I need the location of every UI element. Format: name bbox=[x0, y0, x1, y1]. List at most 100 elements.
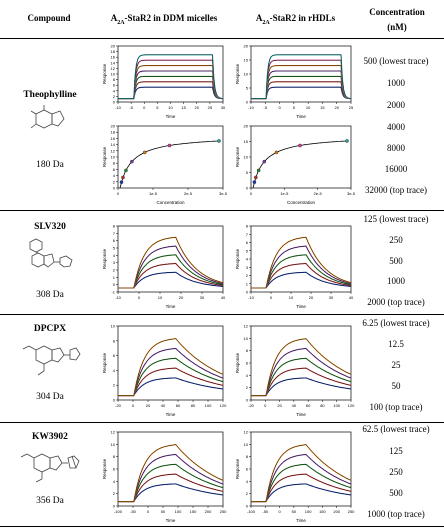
y-tick-label: 0 bbox=[246, 290, 249, 295]
fit-line bbox=[118, 272, 224, 289]
x-tick-label: 60 bbox=[306, 403, 311, 408]
x-axis-label: Concentration bbox=[287, 200, 316, 205]
x-tick-label: 1e-5 bbox=[149, 191, 158, 196]
x-tick-label: 0 bbox=[278, 105, 281, 110]
conc-dpcpx-1: 12.5 bbox=[388, 339, 404, 349]
y-tick-label: 0 bbox=[246, 504, 249, 509]
compound-mass-kw3902: 356 Da bbox=[36, 496, 64, 506]
fit-line bbox=[118, 348, 224, 396]
x-axis-label: Time bbox=[166, 412, 176, 417]
y-tick-label: 10 bbox=[111, 155, 116, 160]
plot-frame bbox=[250, 325, 352, 401]
fit-line bbox=[251, 54, 352, 99]
x-tick-label: 5 bbox=[293, 105, 296, 110]
x-tick-label: 100 bbox=[333, 403, 340, 408]
compound-name-slv320: SLV320 bbox=[34, 222, 66, 232]
y-tick-label: 1 bbox=[246, 281, 249, 286]
y-tick-label: 5 bbox=[246, 248, 249, 253]
data-point bbox=[217, 139, 221, 143]
y-tick-label: 4 bbox=[246, 373, 249, 378]
fit-line bbox=[251, 81, 351, 99]
conc-kw3902-3: 500 bbox=[389, 488, 403, 498]
y-axis-label: Response bbox=[102, 352, 107, 373]
x-tick-label: 60 bbox=[176, 403, 181, 408]
x-tick-label: 0 bbox=[278, 509, 281, 514]
x-tick-label: 100 bbox=[175, 509, 182, 514]
x-tick-label: 0 bbox=[264, 403, 267, 408]
fit-line bbox=[118, 454, 224, 502]
y-tick-label: 2 bbox=[113, 383, 116, 388]
header-ddm-prefix: A bbox=[110, 13, 118, 23]
fit-line bbox=[251, 237, 352, 289]
y-tick-label: 0 bbox=[246, 100, 249, 105]
y-axis-label: Response bbox=[102, 63, 107, 84]
x-tick-label: 0 bbox=[138, 295, 141, 300]
x-tick-label: 2e-5 bbox=[184, 191, 193, 196]
trace-line bbox=[251, 463, 352, 503]
x-tick-label: 40 bbox=[349, 295, 354, 300]
y-tick-label: 8 bbox=[113, 338, 116, 343]
y-tick-label: 5 bbox=[246, 86, 249, 91]
x-tick-label: 5 bbox=[156, 105, 159, 110]
y-tick-label: 1 bbox=[113, 275, 116, 280]
trace-line bbox=[118, 367, 224, 397]
y-tick-label: 2 bbox=[113, 491, 116, 496]
header-concentration: Concentration bbox=[369, 7, 425, 17]
x-tick-label: 0 bbox=[270, 295, 273, 300]
y-tick-label: 7 bbox=[113, 231, 116, 236]
y-tick-label: 8 bbox=[113, 77, 116, 82]
x-tick-label: 100 bbox=[205, 403, 212, 408]
y-tick-label: 4 bbox=[113, 479, 116, 484]
x-axis-label: Time bbox=[296, 412, 306, 417]
x-tick-label: 30 bbox=[329, 295, 334, 300]
trace-line bbox=[118, 453, 224, 503]
conc-dpcpx-3: 50 bbox=[391, 381, 401, 391]
x-tick-label: -20 bbox=[115, 403, 122, 408]
trace-line bbox=[251, 357, 352, 397]
y-axis-label: Response bbox=[102, 146, 107, 167]
x-tick-label: 40 bbox=[161, 403, 166, 408]
y-tick-label: 2 bbox=[113, 94, 116, 99]
x-tick-label: -50 bbox=[262, 509, 269, 514]
fit-line bbox=[118, 54, 224, 99]
y-tick-label: 14 bbox=[111, 142, 116, 147]
x-axis-label: Time bbox=[296, 114, 306, 119]
y-tick-label: 7 bbox=[246, 232, 249, 237]
conc-slv320-0: 125 (lowest trace) bbox=[363, 214, 429, 224]
conc-kw3902-4: 1000 (top trace) bbox=[367, 509, 425, 519]
y-tick-label: 4 bbox=[113, 368, 116, 373]
y-tick-label: 12 bbox=[244, 430, 249, 435]
plot-frame bbox=[117, 125, 224, 189]
fit-line bbox=[251, 483, 352, 502]
x-tick-label: 0 bbox=[143, 105, 146, 110]
y-tick-label: 20 bbox=[244, 44, 249, 49]
conc-dpcpx-4: 100 (top trace) bbox=[369, 402, 423, 412]
fit-line bbox=[251, 272, 352, 289]
y-axis-label: Response bbox=[235, 352, 240, 373]
compound-name-dpcpx: DPCPX bbox=[33, 324, 67, 334]
x-tick-label: 20 bbox=[179, 295, 184, 300]
slv320-structure bbox=[29, 238, 73, 268]
trace-line bbox=[118, 347, 224, 397]
x-tick-label: 0 bbox=[132, 403, 135, 408]
x-axis-label: Concentration bbox=[156, 200, 185, 205]
data-point bbox=[143, 150, 147, 155]
x-axis-label: Time bbox=[166, 304, 176, 309]
y-tick-label: 10 bbox=[111, 442, 116, 447]
data-point bbox=[262, 159, 267, 164]
x-tick-label: 20 bbox=[195, 105, 200, 110]
trace-line bbox=[118, 357, 224, 397]
fit-line bbox=[118, 464, 224, 502]
data-point bbox=[130, 159, 134, 164]
data-point bbox=[298, 143, 302, 148]
y-tick-label: 20 bbox=[111, 124, 116, 129]
conc-slv320-3: 1000 bbox=[387, 276, 405, 286]
x-tick-label: 0 bbox=[250, 191, 253, 196]
x-axis-label: Time bbox=[166, 114, 176, 119]
y-tick-label: 2 bbox=[113, 268, 116, 273]
x-tick-label: -5 bbox=[129, 105, 133, 110]
dpcpx-structure bbox=[22, 345, 81, 376]
trace-line bbox=[251, 245, 352, 289]
conc-theophylline-6: 32000 (top trace) bbox=[365, 185, 427, 195]
